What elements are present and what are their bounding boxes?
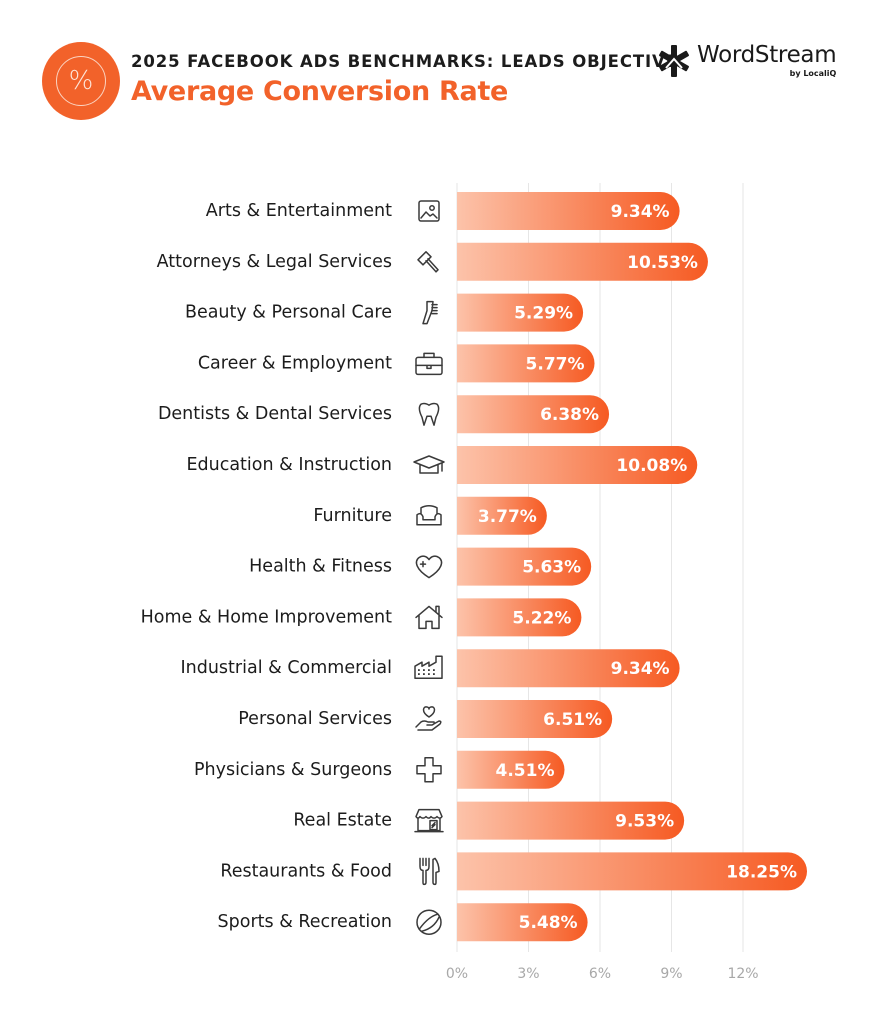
category-label: Personal Services — [238, 709, 392, 729]
heart-plus-icon — [415, 555, 443, 579]
category-label: Sports & Recreation — [218, 912, 392, 932]
bar — [457, 598, 582, 637]
bar — [457, 547, 592, 586]
category-label: Beauty & Personal Care — [185, 303, 392, 323]
bar-value-label: 5.77% — [526, 354, 585, 374]
bar — [457, 649, 680, 688]
category-label: Home & Home Improvement — [141, 607, 393, 627]
picture-icon — [418, 200, 440, 222]
tennis-ball-icon — [416, 909, 442, 935]
bar-value-label: 10.08% — [616, 456, 687, 476]
bar-value-label: 9.34% — [611, 202, 670, 222]
bar-value-label: 4.51% — [496, 761, 555, 781]
brand-logo: WordStream by LocaliQ — [657, 42, 837, 78]
bar-value-label: 6.51% — [543, 710, 602, 730]
graduation-cap-icon — [413, 455, 445, 474]
bar — [457, 446, 698, 484]
category-labels: Arts & Entertainment Attorneys & Legal Se… — [141, 201, 393, 932]
factory-icon — [414, 655, 443, 679]
category-label: Education & Instruction — [186, 455, 392, 475]
x-tick-label: 0% — [446, 966, 468, 982]
armchair-icon — [416, 505, 442, 526]
bar-value-label: 18.25% — [726, 862, 797, 882]
bar — [457, 496, 547, 535]
x-tick-label: 12% — [727, 966, 758, 982]
bar — [457, 192, 680, 230]
bar-value-label: 5.22% — [512, 608, 571, 628]
category-icons — [413, 200, 445, 935]
wordstream-asterisk-icon — [659, 45, 689, 77]
storefront-icon — [414, 808, 444, 833]
hand-heart-icon — [415, 706, 442, 731]
bar-value-label: 3.77% — [478, 507, 537, 527]
bar — [457, 700, 613, 738]
category-label: Furniture — [313, 506, 392, 526]
bar-value-label: 6.38% — [540, 405, 599, 425]
category-label: Dentists & Dental Services — [158, 404, 392, 424]
bar — [457, 242, 708, 281]
percent-badge: % — [42, 42, 120, 120]
x-tick-label: 3% — [517, 966, 539, 982]
category-label: Industrial & Commercial — [180, 658, 392, 678]
tooth-icon — [418, 402, 440, 426]
x-tick-label: 9% — [660, 966, 682, 982]
x-axis-ticks: 0% 3% 6% 9% 12% — [446, 966, 759, 982]
bar — [457, 344, 595, 383]
bar — [457, 395, 610, 434]
bar — [457, 750, 565, 789]
bar-value-label: 5.29% — [514, 304, 573, 324]
fork-knife-icon — [419, 857, 440, 886]
category-label: Arts & Entertainment — [206, 201, 392, 221]
category-label: Restaurants & Food — [220, 861, 392, 881]
category-label: Career & Employment — [198, 353, 392, 373]
bar — [457, 801, 685, 840]
bar-value-label: 5.48% — [519, 913, 578, 933]
category-label: Real Estate — [293, 811, 392, 831]
brand-tagline: by LocaliQ — [789, 69, 837, 78]
category-label: Health & Fitness — [249, 557, 392, 577]
bar — [457, 903, 588, 942]
bar-value-label: 9.53% — [615, 812, 674, 832]
comb-icon — [422, 300, 438, 325]
bars: 9.34% 10.53% 5.29% 5.77% 6.38% 10.08% 3.77% 5.6… — [457, 192, 808, 942]
house-icon — [415, 605, 443, 630]
medical-cross-icon — [416, 757, 442, 783]
bar-value-label: 10.53% — [627, 253, 698, 273]
percent-icon: % — [56, 56, 106, 106]
category-label: Attorneys & Legal Services — [157, 252, 392, 272]
bar — [457, 293, 584, 332]
bar-value-label: 5.63% — [522, 558, 581, 578]
gavel-icon — [417, 251, 439, 273]
brand-name: WordStream — [697, 42, 837, 68]
category-label: Physicians & Surgeons — [194, 760, 392, 780]
chart-title: Average Conversion Rate — [131, 76, 509, 107]
chart-subtitle: 2025 FACEBOOK ADS BENCHMARKS: LEADS OBJE… — [131, 52, 678, 71]
briefcase-icon — [415, 352, 443, 376]
bar — [457, 852, 808, 891]
bar-value-label: 9.34% — [611, 659, 670, 679]
x-tick-label: 6% — [589, 966, 611, 982]
